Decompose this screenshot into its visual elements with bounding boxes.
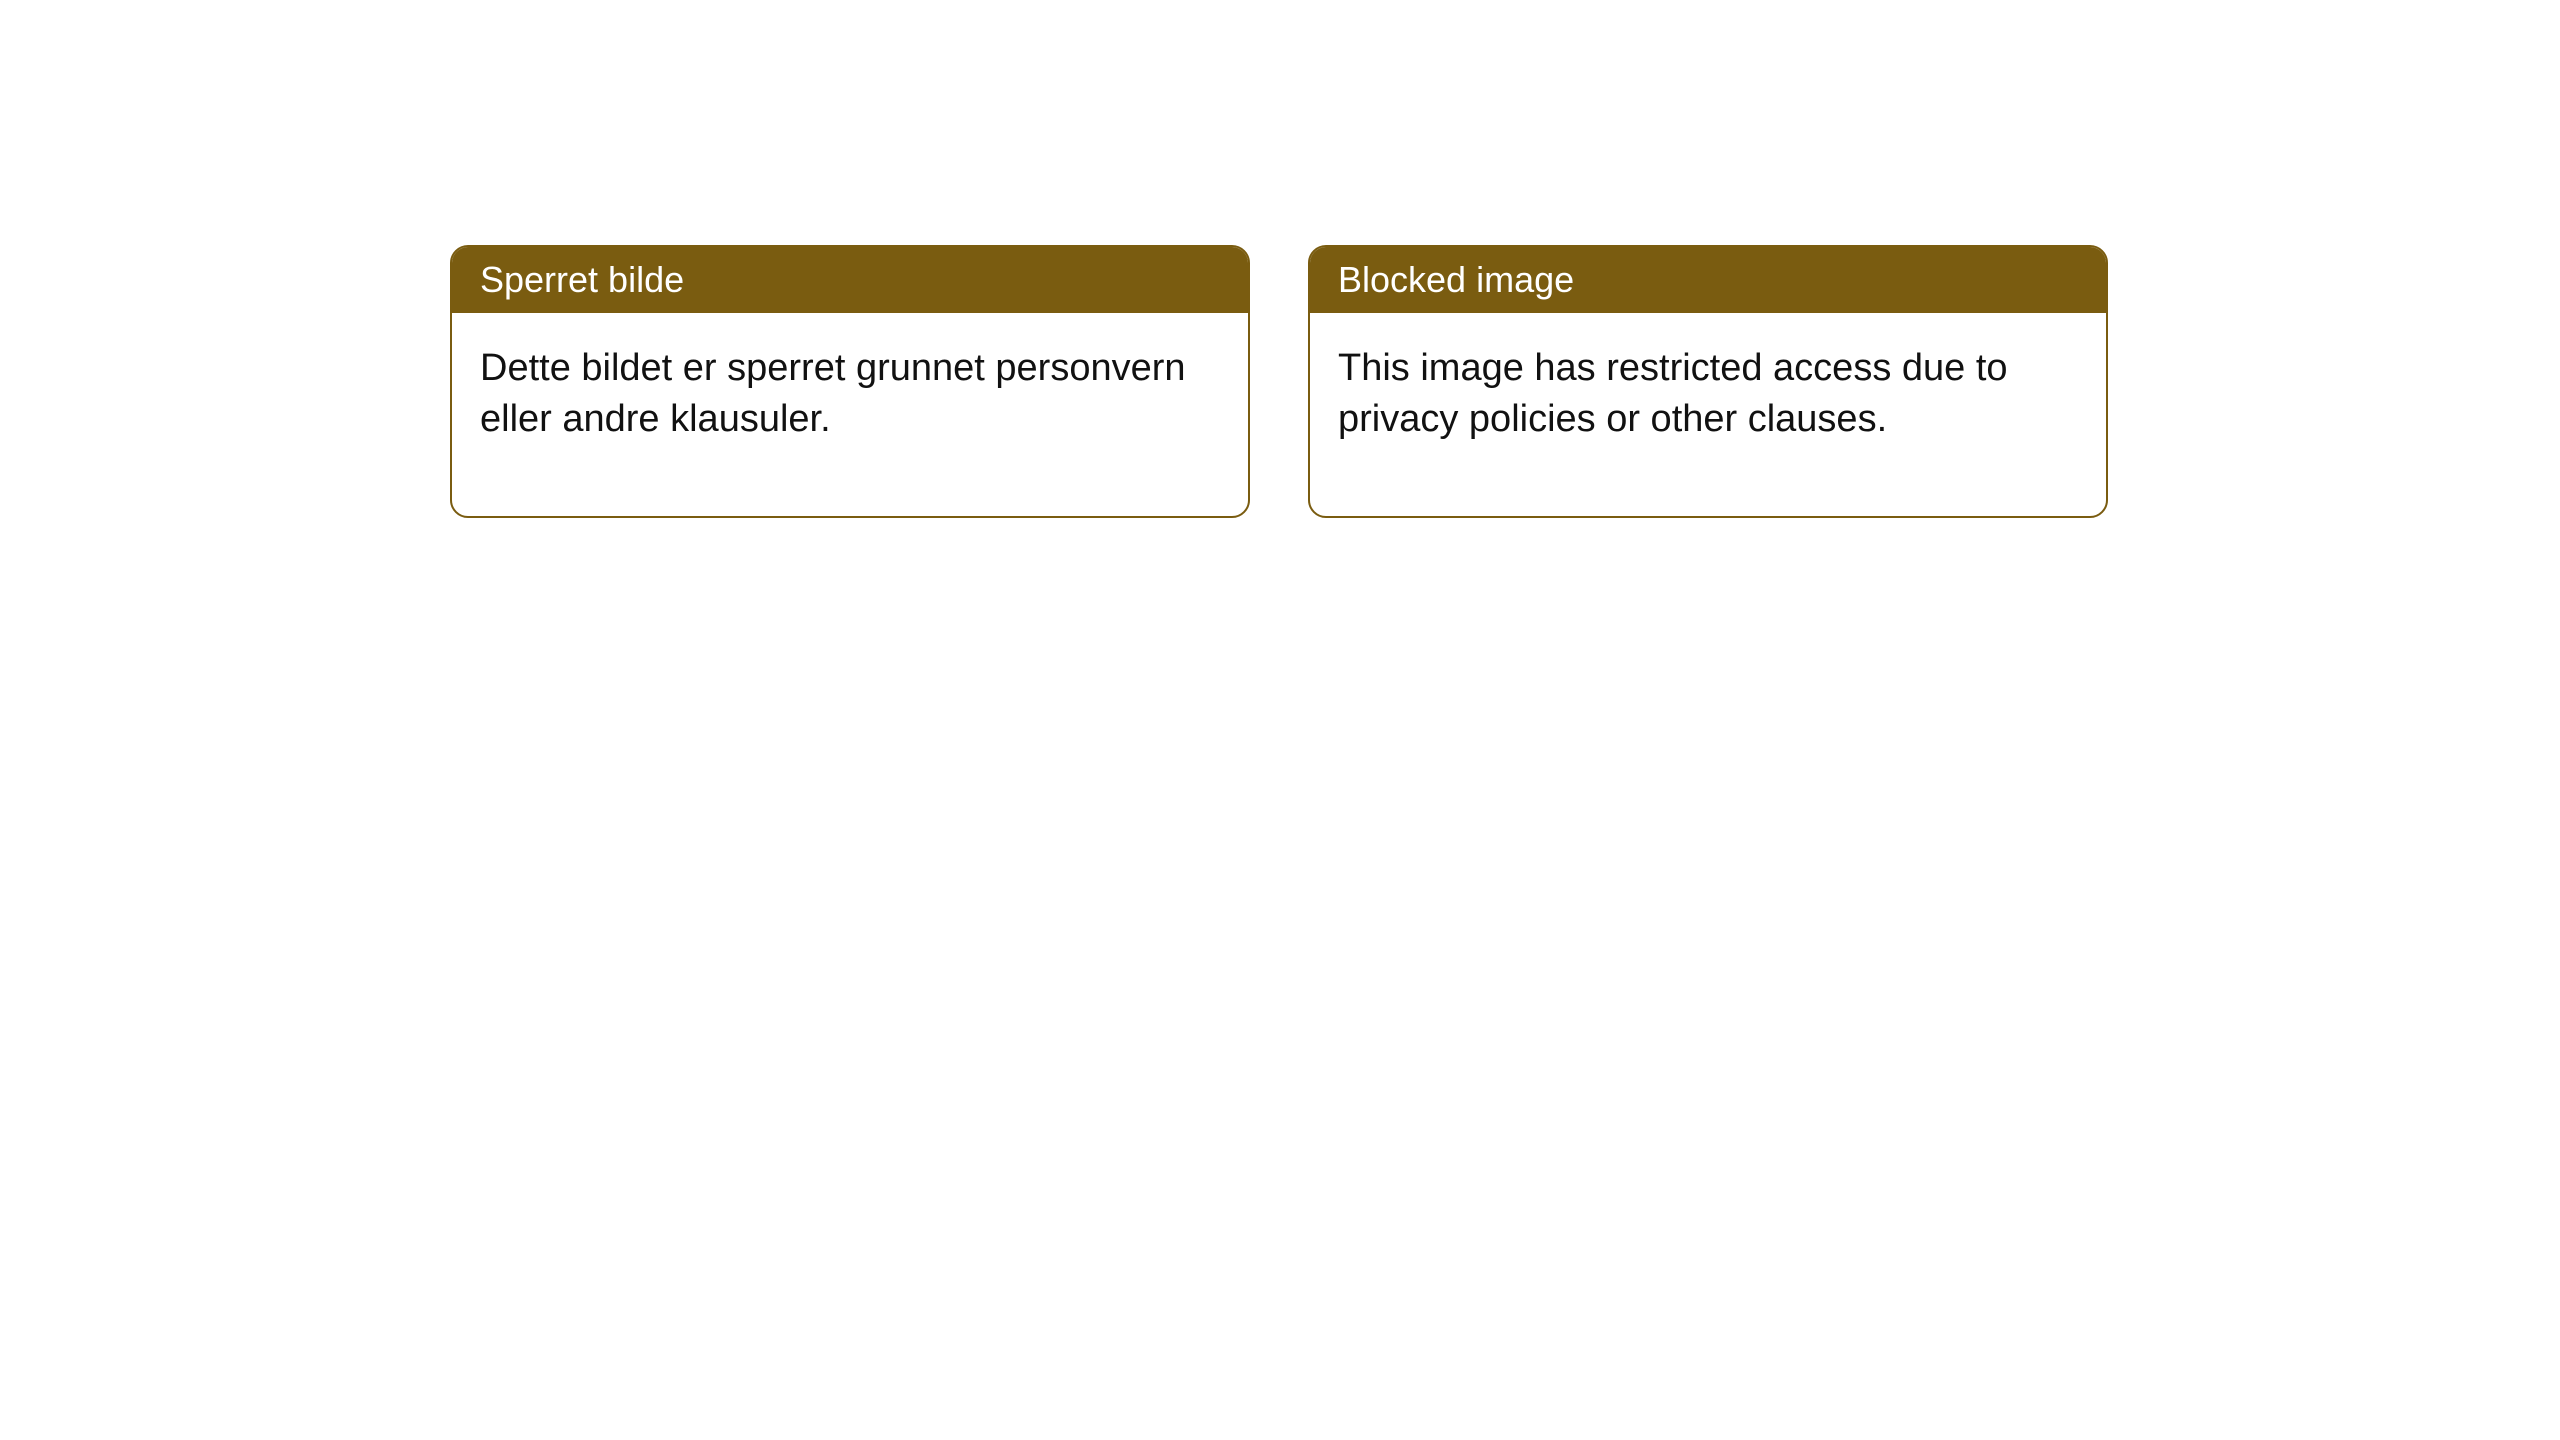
blocked-image-card-en: Blocked image This image has restricted … (1308, 245, 2108, 518)
blocked-image-card-no: Sperret bilde Dette bildet er sperret gr… (450, 245, 1250, 518)
card-header: Blocked image (1310, 247, 2106, 313)
notice-container: Sperret bilde Dette bildet er sperret gr… (0, 0, 2560, 518)
card-body: This image has restricted access due to … (1310, 313, 2106, 516)
card-body: Dette bildet er sperret grunnet personve… (452, 313, 1248, 516)
card-body-text: This image has restricted access due to … (1338, 347, 2008, 440)
card-title: Sperret bilde (480, 259, 684, 300)
card-title: Blocked image (1338, 259, 1574, 300)
card-header: Sperret bilde (452, 247, 1248, 313)
card-body-text: Dette bildet er sperret grunnet personve… (480, 347, 1186, 440)
